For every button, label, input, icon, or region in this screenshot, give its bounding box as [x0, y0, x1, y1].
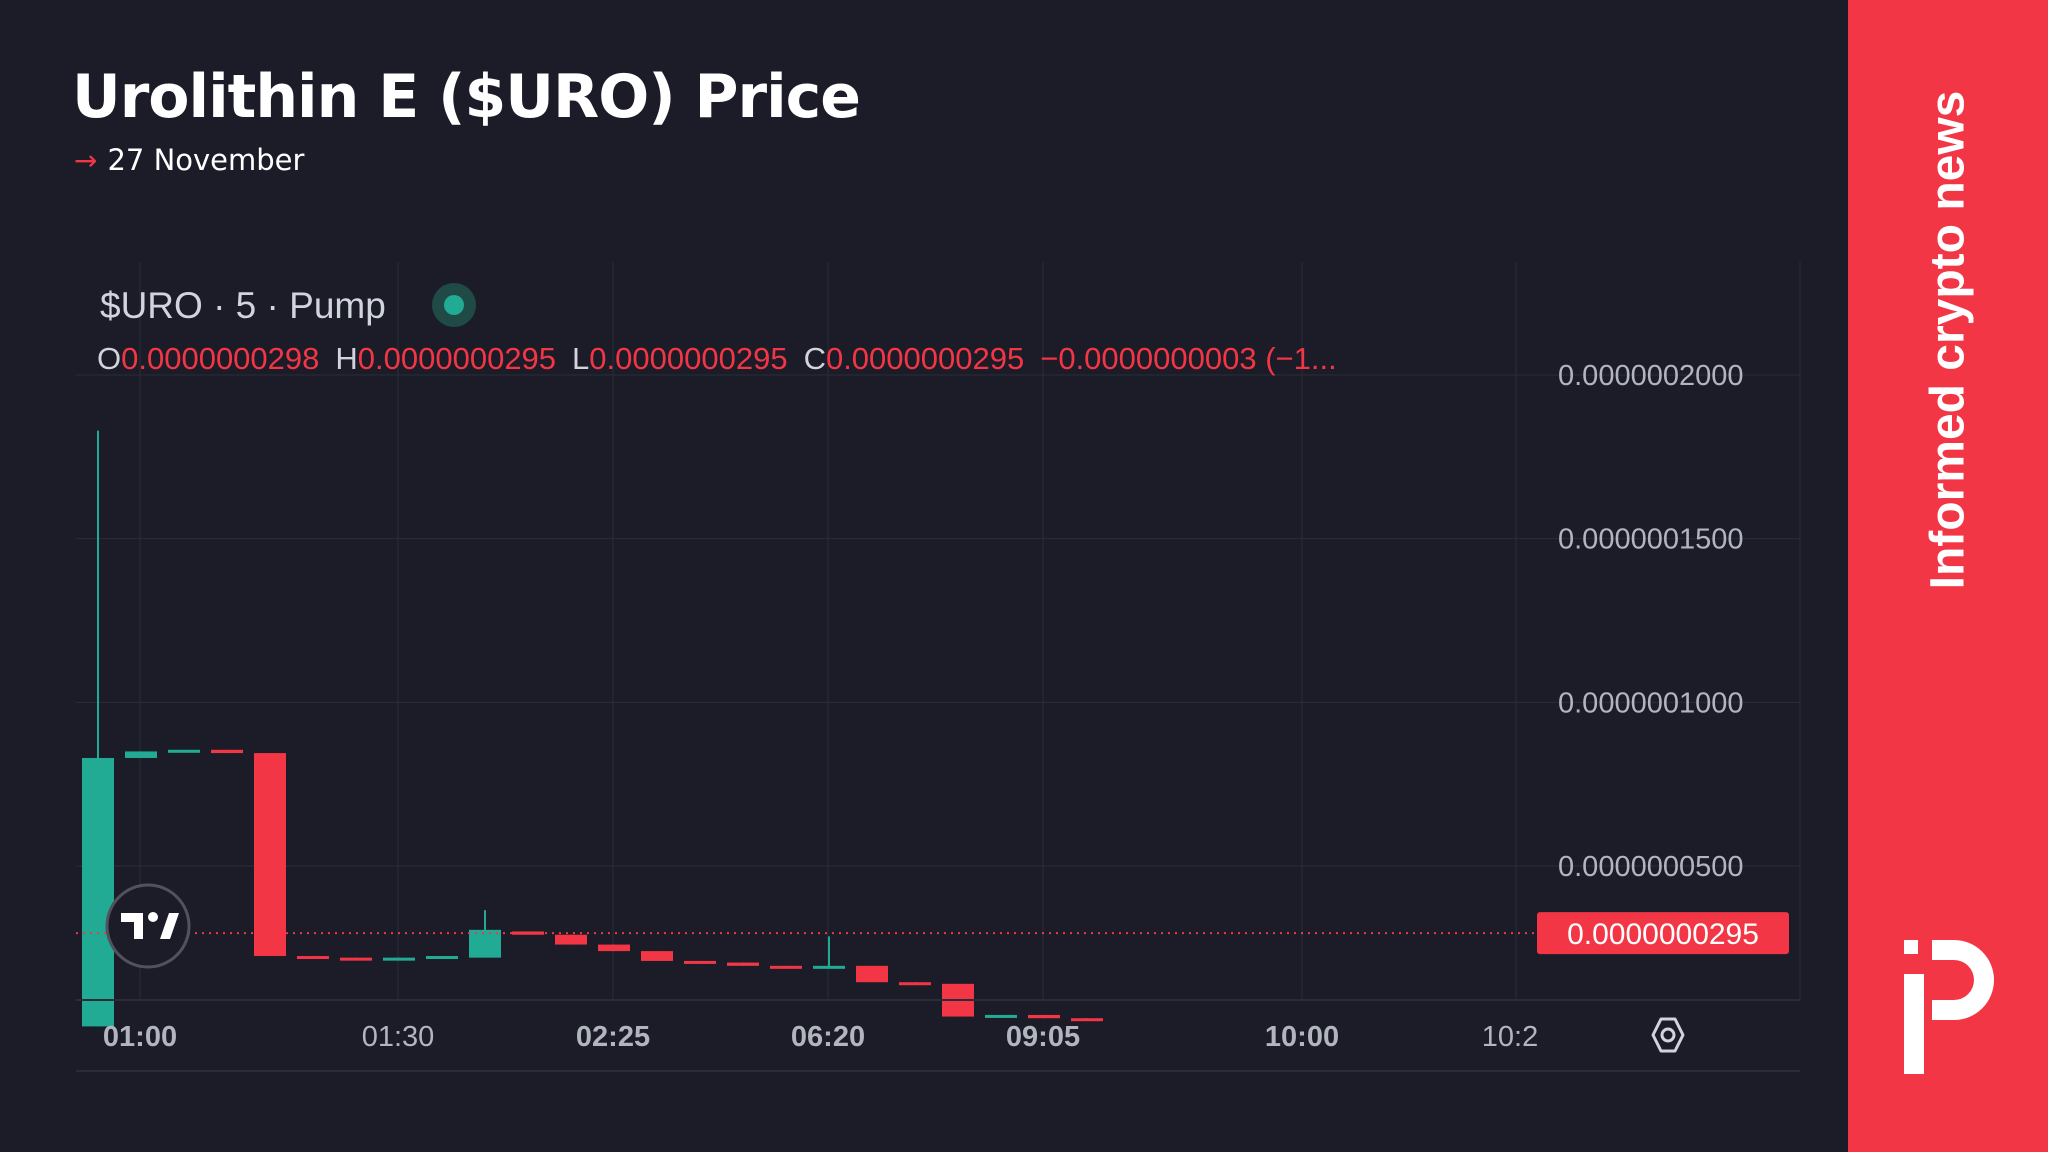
- y-tick-label: 0.0000001500: [1558, 524, 1743, 556]
- candle: [856, 965, 888, 983]
- candles: [82, 430, 1103, 1027]
- ohlc-label: H: [335, 341, 357, 376]
- candle: [641, 951, 673, 961]
- candle-body: [254, 753, 286, 957]
- candle-body: [512, 931, 544, 935]
- candle: [383, 957, 415, 961]
- ohlc-value: 0.0000000295: [826, 341, 1024, 376]
- candle: [598, 944, 630, 952]
- candle-body: [555, 934, 587, 945]
- candle-body: [598, 944, 630, 952]
- arrow-right-icon: →: [74, 143, 98, 177]
- settings-icon[interactable]: [1651, 1017, 1685, 1053]
- ohlc-row: O0.0000000298 H0.0000000295 L0.0000000295 C…: [97, 341, 1337, 376]
- last-price-label: 0.0000000295: [1567, 918, 1759, 951]
- candle-body: [82, 757, 114, 1027]
- candle: [254, 753, 286, 957]
- candle: [340, 957, 372, 961]
- candle: [555, 934, 587, 945]
- candle: [770, 965, 802, 969]
- last-price-marker: 0.0000000295: [1537, 912, 1789, 955]
- last-price-badge: [1537, 912, 1789, 955]
- y-tick-label: 0.0000002000: [1558, 360, 1743, 392]
- candle: [727, 962, 759, 966]
- candle: [469, 910, 501, 958]
- candle: [899, 982, 931, 986]
- candle-body: [426, 956, 458, 960]
- market-status-icon: [444, 295, 464, 315]
- candle: [125, 751, 157, 758]
- brand-sidebar: Informed crypto news: [1848, 0, 2048, 1152]
- candle-body: [641, 951, 673, 961]
- tradingview-logo-icon[interactable]: [105, 883, 191, 969]
- ohlc-change: −0.0000000003 (−1...: [1040, 341, 1336, 376]
- candle: [1028, 1014, 1060, 1019]
- candle-body: [684, 960, 716, 964]
- candle: [168, 749, 200, 753]
- candle-body: [985, 1014, 1017, 1018]
- candle: [512, 931, 544, 935]
- candle: [985, 1014, 1017, 1018]
- price-chart[interactable]: 0.0000002000 0.0000001500 0.0000001000 0.00…: [0, 0, 1848, 1152]
- ohlc-label: O: [97, 341, 121, 376]
- candle: [82, 430, 114, 1027]
- ohlc-value: 0.0000000295: [589, 341, 787, 376]
- x-tick-label: 06:20: [791, 1021, 865, 1053]
- x-tick-label: 10:2: [1482, 1021, 1538, 1053]
- ohlc-label: L: [572, 341, 589, 376]
- y-tick-label: 0.0000001000: [1558, 687, 1743, 719]
- x-tick-label: 10:00: [1265, 1021, 1339, 1053]
- candle: [297, 956, 329, 960]
- candle-body: [211, 749, 243, 754]
- y-tick-label: 0.0000000500: [1558, 851, 1743, 883]
- chart-title: Urolithin E ($URO) Price: [72, 62, 861, 132]
- candle-body: [168, 749, 200, 753]
- x-tick-label: 01:30: [362, 1021, 435, 1053]
- candle-body: [383, 957, 415, 961]
- ohlc-value: 0.0000000295: [358, 341, 556, 376]
- candle-body: [727, 962, 759, 966]
- symbol-label: $URO · 5 · Pump: [100, 285, 386, 326]
- chart-grid: [76, 262, 1801, 1000]
- candle: [426, 956, 458, 960]
- x-tick-label: 01:00: [103, 1021, 177, 1053]
- brand-tagline: Informed crypto news: [1921, 90, 1975, 590]
- candle-body: [813, 965, 845, 969]
- candle: [1071, 1018, 1103, 1022]
- x-axis: 01:00 01:30 02:25 06:20 09:05 10:00 10:2: [103, 1021, 1538, 1053]
- candle-body: [469, 929, 501, 958]
- candle-body: [1071, 1018, 1103, 1022]
- brand-logo-icon: [1904, 940, 1994, 1074]
- candle-body: [770, 965, 802, 969]
- candle-body: [1028, 1014, 1060, 1019]
- x-tick-label: 09:05: [1006, 1021, 1080, 1053]
- candle: [211, 749, 243, 754]
- candle: [813, 936, 845, 969]
- ohlc-label: C: [804, 341, 826, 376]
- candle-body: [856, 965, 888, 983]
- candle-body: [340, 957, 372, 961]
- ohlc-value: 0.0000000298: [121, 341, 319, 376]
- x-tick-label: 02:25: [576, 1021, 650, 1053]
- date-subtitle: → 27 November: [74, 143, 304, 177]
- candle-body: [125, 751, 157, 758]
- candle-body: [297, 956, 329, 960]
- date-label: 27 November: [107, 143, 305, 177]
- y-axis: 0.0000002000 0.0000001500 0.0000001000 0.00…: [1558, 360, 1743, 883]
- candle: [684, 960, 716, 964]
- candle-body: [899, 982, 931, 986]
